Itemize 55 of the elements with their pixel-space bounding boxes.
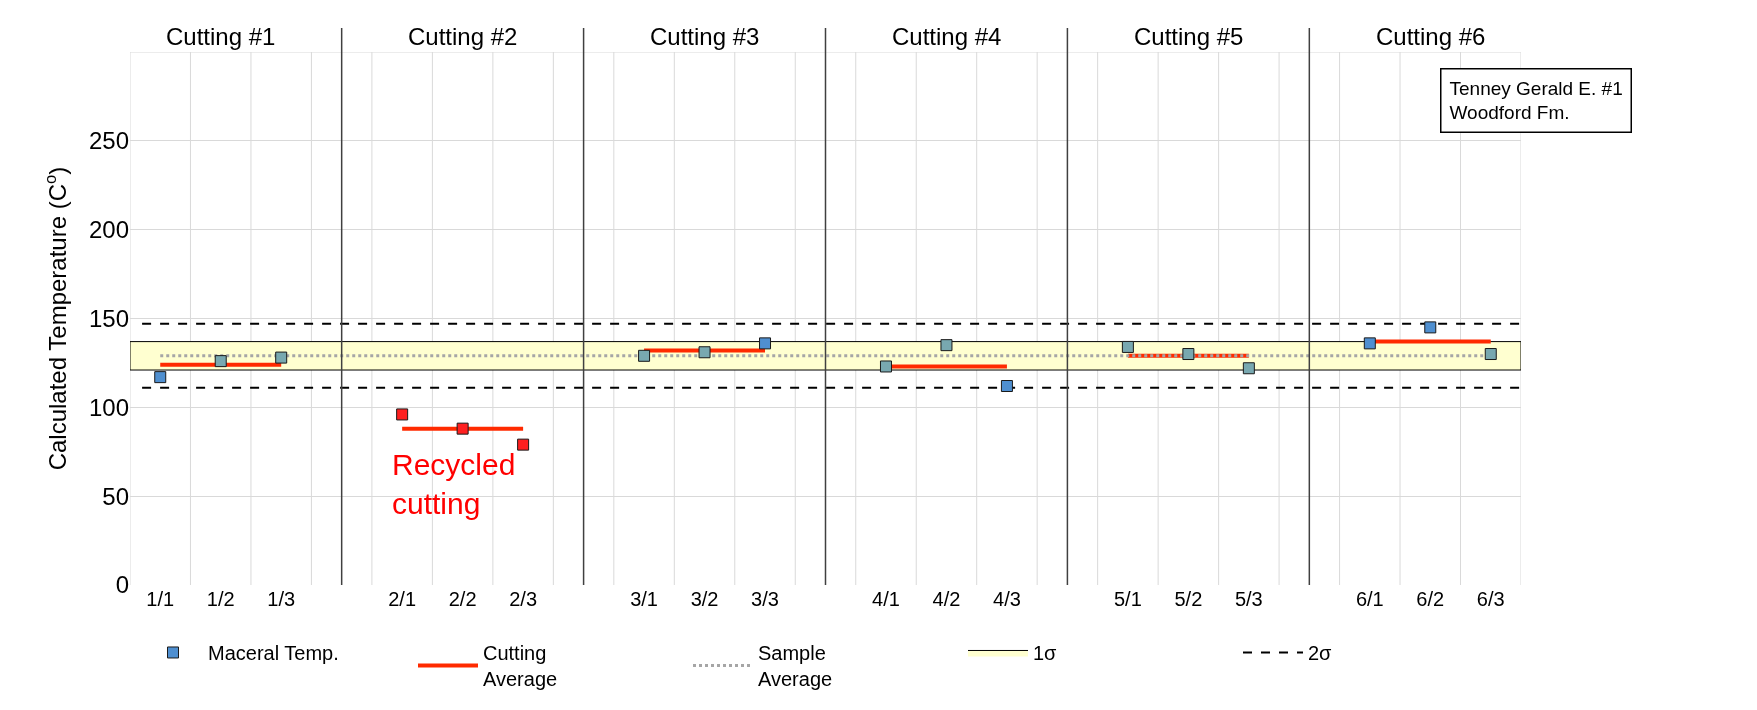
point bbox=[1000, 380, 1013, 393]
legend-label: Cutting Average bbox=[483, 642, 558, 691]
point bbox=[275, 351, 288, 364]
annotation: Recycled cutting bbox=[392, 448, 516, 520]
y-tick-label: 200 bbox=[88, 216, 129, 244]
point bbox=[1242, 362, 1255, 375]
text: Cutting #3 bbox=[650, 23, 760, 50]
point bbox=[1484, 348, 1497, 361]
point bbox=[1182, 348, 1195, 361]
text: Cutting #4 bbox=[892, 23, 1002, 50]
x-tick-label: 3/1 bbox=[630, 588, 658, 610]
point bbox=[154, 371, 167, 384]
point bbox=[456, 422, 469, 435]
x-tick-label: 2/1 bbox=[388, 588, 417, 610]
point bbox=[940, 339, 953, 352]
point bbox=[1424, 321, 1437, 334]
y-tick-label: 0 bbox=[115, 571, 129, 599]
point bbox=[1121, 340, 1134, 353]
x-tick-label: 2/2 bbox=[448, 588, 477, 610]
x-tick-label: 4/3 bbox=[993, 588, 1021, 610]
y-tick-label: 50 bbox=[102, 482, 129, 510]
x-tick-label: 2/3 bbox=[509, 588, 538, 610]
point bbox=[638, 349, 651, 362]
y-tick-label: 150 bbox=[88, 304, 129, 332]
x-tick-label: 5/2 bbox=[1174, 588, 1203, 610]
point bbox=[1363, 337, 1376, 350]
x-tick-label: 1/1 bbox=[146, 588, 175, 610]
x-tick-label: 4/2 bbox=[932, 588, 961, 610]
x-tick-label: 6/1 bbox=[1355, 588, 1384, 610]
x-tick-label: 5/1 bbox=[1113, 588, 1142, 610]
legend-label: 2σ bbox=[1308, 642, 1333, 665]
x-tick-label: 6/2 bbox=[1416, 588, 1445, 610]
point bbox=[214, 355, 227, 368]
point bbox=[759, 337, 772, 350]
text: Cutting #2 bbox=[408, 23, 518, 50]
y-tick-label: 250 bbox=[88, 127, 129, 155]
x-tick-label: 4/1 bbox=[872, 588, 900, 610]
point bbox=[517, 438, 530, 451]
annotation: Tenney Gerald E. #1 Woodford Fm. bbox=[1449, 77, 1623, 124]
x-tick-label: 5/3 bbox=[1234, 588, 1263, 610]
point bbox=[879, 360, 892, 373]
text: Cutting #5 bbox=[1134, 23, 1244, 50]
legend-label: 1σ bbox=[1033, 642, 1058, 665]
x-tick-label: 3/2 bbox=[690, 588, 719, 610]
x-tick-label: 1/3 bbox=[267, 588, 296, 610]
text: Cutting #6 bbox=[1376, 23, 1486, 50]
point bbox=[396, 408, 409, 421]
legend-label: Maceral Temp. bbox=[208, 642, 339, 665]
x-tick-label: 3/3 bbox=[751, 588, 779, 610]
x-tick-label: 1/2 bbox=[206, 588, 235, 610]
x-tick-label: 6/3 bbox=[1476, 588, 1505, 610]
y-tick-label: 100 bbox=[88, 393, 129, 421]
text: Cutting #1 bbox=[166, 23, 276, 50]
point bbox=[698, 346, 711, 359]
legend-label: Sample Average bbox=[758, 642, 833, 691]
